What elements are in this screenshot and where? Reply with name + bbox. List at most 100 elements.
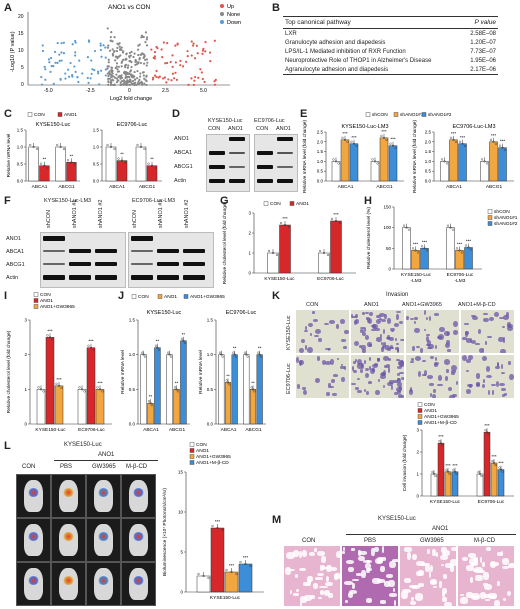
data-point (480, 474, 483, 478)
volcano-point-down (50, 64, 53, 68)
y-tick-label: 2 (248, 231, 251, 236)
y-axis-label: Relative cholesterol level (fold change) (6, 330, 12, 413)
data-point (355, 144, 358, 147)
legend-label: ANO1+M-β-CD (196, 460, 229, 466)
legend-label: CON (196, 442, 207, 448)
legend-label: ANO1+GW3965 (190, 294, 225, 300)
data-point (385, 138, 388, 141)
volcano-plot: ANO1 vs CON Up None Down Log2 fold chang… (10, 4, 241, 102)
bar (430, 473, 438, 497)
data-point (234, 355, 238, 358)
data-point (267, 249, 271, 253)
data-point (87, 344, 90, 347)
volcano-point (122, 79, 125, 83)
invasion-image (461, 355, 514, 398)
bar (105, 146, 117, 182)
data-point (250, 386, 253, 389)
legend-swatch (157, 294, 163, 299)
volcano-point (130, 65, 133, 69)
legend-swatch (189, 460, 195, 465)
data-point (92, 348, 95, 351)
significance-mark: *** (215, 519, 221, 524)
volcano-point-up (203, 80, 206, 84)
invasion-row: EC9706-Luc (286, 363, 292, 394)
table-row: LPS/IL-1 Mediated inhibition of RXR Func… (283, 47, 498, 56)
volcano-point (116, 42, 119, 45)
blot-f-row-label: ANO1 (6, 236, 21, 242)
x-tick-label: ABCG1 (376, 184, 393, 190)
bar (349, 143, 359, 182)
data-point (251, 388, 255, 391)
volcano-point (122, 71, 126, 74)
volcano-point-up (190, 40, 193, 43)
volcano-point-down (96, 70, 100, 73)
chart-c-kyse: KYSE150-Luc 0.0 0.5 1.0 1.5 Relative mRNA lev… (6, 112, 80, 190)
data-point (382, 136, 386, 139)
volcano-point-up (204, 40, 207, 44)
bar (243, 354, 250, 425)
mouse-image (16, 518, 51, 562)
volcano-xtick: 5.0 (200, 88, 207, 94)
volcano-point-down (76, 75, 79, 79)
significance-mark: ** (182, 332, 186, 337)
volcano-point-down (102, 44, 105, 47)
mouse-image (51, 474, 86, 518)
legend-swatch (189, 448, 195, 453)
data-point (439, 442, 443, 445)
volcano-point (119, 77, 122, 80)
volcano-point (132, 55, 135, 59)
volcano-point-down (86, 76, 89, 80)
x-tick-label: ABCA1 (338, 184, 354, 190)
volcano-point (110, 79, 113, 82)
volcano-point-down (99, 42, 102, 45)
volcano-point (125, 58, 128, 61)
pathway-pvalue: 7.73E–07 (470, 48, 496, 55)
pathway-pvalue: 2.17E–06 (470, 66, 496, 73)
data-point (150, 404, 154, 407)
bar (54, 385, 64, 425)
volcano-point (146, 36, 149, 39)
blot-d: KYSE150-Luc EC9706-Luc CON ANO1 CON ANO1… (174, 118, 298, 194)
significance-mark: *** (466, 239, 472, 244)
pathway-name: Agranulocyte adhesion and diapedesis (285, 66, 389, 73)
data-point (352, 142, 356, 145)
panel-label-i: I (4, 290, 8, 302)
histology-panel: KYSE150-Luc ANO1 CON PBS GW3965 M-β-CD (282, 514, 518, 608)
volcano-point-up (187, 83, 190, 86)
chart-c-ec: EC9706-Luc 0.0 0.5 1.0 1.5 ** ABCA1 ** ABCG1 (93, 122, 162, 190)
volcano-point-down (86, 56, 89, 59)
volcano-point (109, 81, 113, 84)
data-point (66, 159, 70, 162)
volcano-point-up (190, 77, 193, 80)
volcano-point (107, 77, 110, 80)
bar (45, 337, 55, 425)
legend-up-swatch (220, 4, 224, 8)
histology-col: CON (302, 538, 316, 544)
volcano-point (139, 53, 142, 56)
panel-label-k: K (272, 290, 280, 302)
significance-mark: *** (491, 133, 497, 138)
volcano-point (136, 76, 139, 80)
panel-label-d: D (172, 108, 180, 120)
bar (36, 389, 46, 425)
data-point (246, 355, 249, 358)
volcano-point-down (89, 77, 92, 80)
data-point (56, 143, 59, 147)
blot-d-line1: KYSE150-Luc (208, 118, 243, 124)
legend-label: ANO1 (64, 112, 77, 118)
volcano-point-up (161, 55, 164, 59)
volcano-point-up (196, 52, 199, 55)
volcano-point-down (90, 59, 93, 62)
significance-mark: *** (413, 241, 419, 246)
histology-title: KYSE150-Luc (378, 516, 416, 522)
data-point (455, 247, 459, 250)
volcano-point-up (184, 60, 188, 63)
legend-label: shANO1#1 (400, 112, 424, 118)
bar (330, 220, 342, 274)
legend-label: CON (138, 294, 149, 300)
volcano-point (133, 52, 136, 55)
data-point (432, 472, 436, 476)
pathway-table: Top canonical pathway P value LXR 2.58E–0… (283, 16, 498, 75)
legend-up: Up (227, 4, 234, 10)
data-point (39, 162, 43, 165)
